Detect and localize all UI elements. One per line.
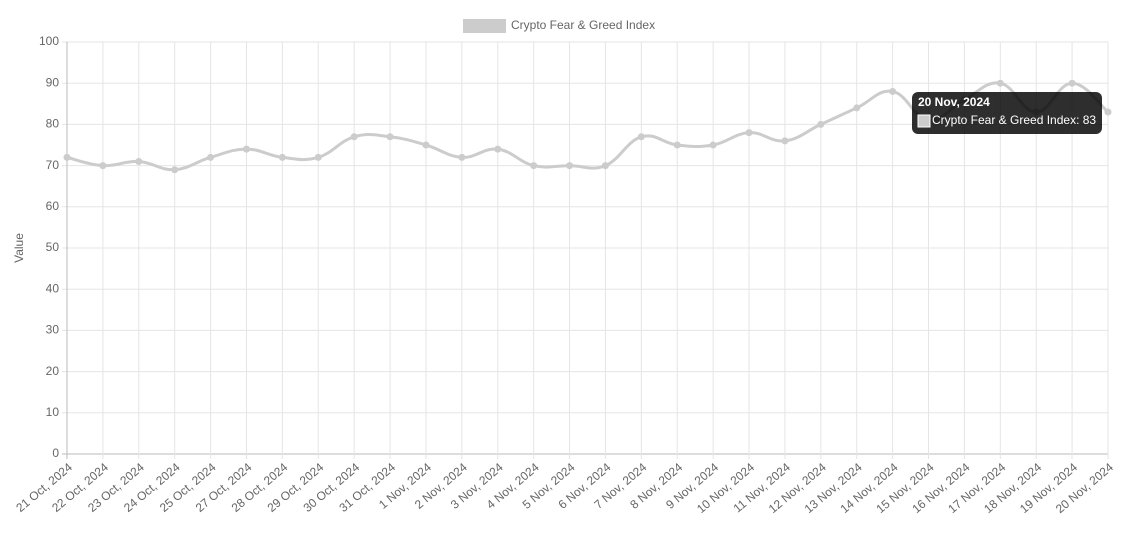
data-point	[314, 153, 322, 161]
data-point	[601, 162, 609, 170]
data-point	[1068, 79, 1076, 87]
data-point	[745, 129, 753, 137]
data-point	[817, 120, 825, 128]
data-point	[1104, 108, 1112, 116]
y-tick-label: 20	[46, 364, 60, 378]
y-tick-label: 60	[46, 199, 60, 213]
data-point	[530, 162, 538, 170]
data-point	[996, 79, 1004, 87]
data-point	[242, 145, 250, 153]
data-point	[673, 141, 681, 149]
data-point	[63, 153, 71, 161]
legend-label[interactable]: Crypto Fear & Greed Index	[511, 18, 655, 32]
data-point	[494, 145, 502, 153]
data-point	[566, 162, 574, 170]
data-point	[99, 162, 107, 170]
tooltip-label: Crypto Fear & Greed Index: 83	[932, 113, 1096, 127]
data-point	[422, 141, 430, 149]
data-point	[709, 141, 717, 149]
data-point	[350, 133, 358, 141]
data-point	[278, 153, 286, 161]
tooltip-box	[912, 92, 1102, 134]
data-point	[135, 157, 143, 165]
y-tick-label: 0	[52, 446, 59, 460]
data-point	[458, 153, 466, 161]
legend-swatch[interactable]	[463, 19, 506, 33]
y-tick-label: 80	[46, 117, 60, 131]
y-tick-label: 40	[46, 281, 60, 295]
data-point	[637, 133, 645, 141]
y-tick-label: 90	[46, 75, 60, 89]
y-tick-label: 50	[46, 240, 60, 254]
data-point	[781, 137, 789, 145]
y-tick-label: 10	[46, 405, 60, 419]
data-point	[853, 104, 861, 112]
data-point	[171, 166, 179, 174]
tooltip-swatch	[917, 114, 931, 128]
y-axis-label: Value	[12, 233, 26, 263]
y-tick-label: 70	[46, 158, 60, 172]
tooltip-title: 20 Nov, 2024	[918, 95, 990, 109]
data-point	[207, 153, 215, 161]
data-point	[386, 133, 394, 141]
y-tick-label: 100	[39, 34, 59, 48]
tooltip: 20 Nov, 2024 Crypto Fear & Greed Index: 8…	[912, 92, 1102, 134]
data-point	[889, 87, 897, 95]
y-tick-label: 30	[46, 323, 60, 337]
